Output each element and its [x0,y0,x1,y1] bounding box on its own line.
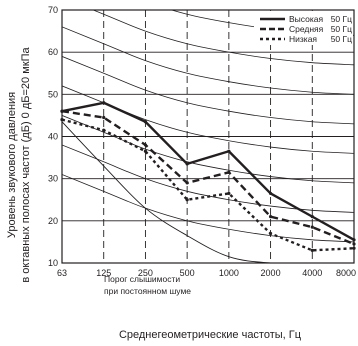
x-tick-3: 500 [180,268,195,278]
legend-label-1: Средняя [289,24,324,34]
series-2-point-2 [143,149,148,153]
series-1-point-3 [185,181,189,185]
y-tick-5: 60 [48,47,58,57]
series-2-point-5 [268,231,273,236]
series-line-2 [61,118,355,252]
x-tick-6: 4000 [302,268,322,278]
threshold-line [62,121,354,263]
x-tick-2: 250 [138,268,153,278]
series-2-point-1 [102,128,106,132]
plot-frame [61,9,355,264]
series-lines [60,101,356,252]
series-0-point-4 [227,149,231,153]
y-tick-2: 30 [48,174,58,184]
series-2-point-4 [227,191,231,196]
series-1-point-4 [227,170,231,174]
y-tick-3: 40 [48,132,58,142]
series-1-point-1 [102,115,106,120]
legend-unit-0: 50 Гц [331,14,352,24]
x-tick-4: 1000 [219,268,239,278]
series-0-point-5 [268,191,273,196]
x-tick-5: 2000 [261,268,281,278]
series-0-point-3 [185,162,189,166]
series-0-point-1 [102,101,106,105]
series-1-point-2 [143,143,148,147]
x-tick-labels: 63 125 250 500 1000 2000 4000 8000 [57,268,356,278]
y-tick-1: 20 [48,216,58,226]
annotation-line-2: при постоянном шуме [104,286,191,296]
series-1-point-6 [310,225,314,229]
legend: Высокая 50 Гц Средняя 50 Гц Низкая 50 Гц [254,11,353,45]
y-axis-label-line-2: в октавных полосах частот (дБ) 0 дБ=20 м… [20,47,32,283]
legend-unit-1: 50 Гц [331,24,352,34]
y-axis-label-line-1: Уровень звукового давления [6,92,18,238]
y-tick-4: 50 [48,89,58,99]
threshold-curve [62,121,354,263]
y-tick-6: 70 [48,5,58,15]
series-2-point-6 [310,248,314,252]
grid [62,10,354,263]
y-tick-labels: 10 20 30 40 50 60 70 [48,5,58,268]
nc-curve-7 [62,174,354,243]
x-axis-label: Среднегеометрические частоты, Гц [119,329,302,341]
legend-unit-2: 50 Гц [331,34,352,44]
series-0-point-6 [310,215,314,219]
nc-curve-2 [62,26,354,95]
series-line-0 [61,101,355,241]
x-tick-0: 63 [57,268,67,278]
x-tick-7: 8000 [336,268,356,278]
nc-curve-5 [62,115,354,184]
y-tick-0: 10 [48,258,58,268]
series-1-point-5 [268,215,273,219]
nc-curve-1 [92,10,354,66]
nc-curve-3 [62,56,354,125]
series-line-1 [61,110,355,246]
legend-label-0: Высокая [289,14,323,24]
annotation-line-1: Порог слышимости [104,274,180,284]
series-2-point-3 [185,198,189,202]
legend-label-2: Низкая [289,34,317,44]
series-0-point-2 [143,120,148,124]
x-tick-1: 125 [96,268,111,278]
